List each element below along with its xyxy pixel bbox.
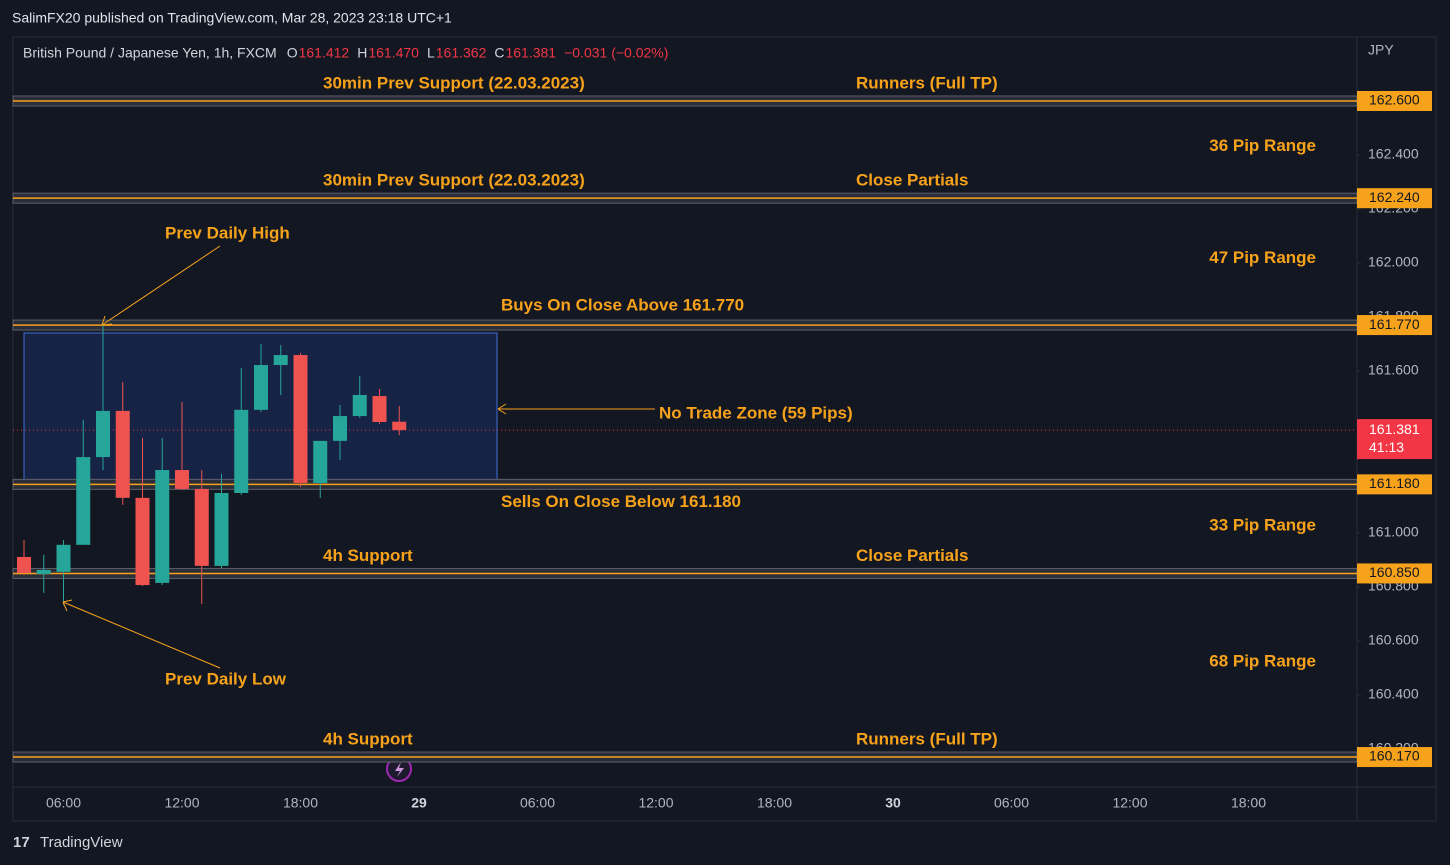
candle-body <box>175 470 189 489</box>
level-price-label: 161.770 <box>1369 316 1420 332</box>
y-tick-label: 161.600 <box>1368 362 1419 378</box>
ohlc-value: 161.381 <box>505 45 556 61</box>
ohlc-value: 161.470 <box>368 45 419 61</box>
range-label: 68 Pip Range <box>1209 652 1316 671</box>
candle-body <box>115 410 130 498</box>
x-tick-label: 18:00 <box>757 795 792 811</box>
level-price-label: 162.600 <box>1369 92 1420 108</box>
x-tick-label: 18:00 <box>283 795 318 811</box>
y-tick-label: 162.000 <box>1368 254 1419 270</box>
range-label: 47 Pip Range <box>1209 248 1316 267</box>
candle-body <box>254 365 268 410</box>
y-tick-label: 160.400 <box>1368 686 1419 702</box>
brand-logo: 17 <box>13 834 30 851</box>
level-right-text: Close Partials <box>856 171 968 190</box>
x-tick-label: 12:00 <box>1112 795 1147 811</box>
y-tick-label: 162.400 <box>1368 146 1419 162</box>
last-price-label: 161.381 <box>1369 421 1420 437</box>
level-price-label: 160.850 <box>1369 564 1420 580</box>
level-text: Buys On Close Above 161.770 <box>501 296 744 315</box>
level-text: Sells On Close Below 161.180 <box>501 492 741 511</box>
level-price-label: 160.170 <box>1369 748 1420 764</box>
ohlc-value: 161.412 <box>299 45 350 61</box>
symbol-title: British Pound / Japanese Yen, 1h, FXCM <box>23 45 277 61</box>
level-price-box <box>1357 563 1432 584</box>
level-price-box <box>1357 747 1432 768</box>
level-price-label: 162.240 <box>1369 189 1420 205</box>
arrow <box>62 599 221 669</box>
x-tick-label: 12:00 <box>164 795 199 811</box>
last-price-box <box>1357 419 1432 460</box>
x-tick-label: 06:00 <box>46 795 81 811</box>
candle-body <box>76 457 91 545</box>
x-tick-label: 06:00 <box>520 795 555 811</box>
candle-body <box>313 440 328 484</box>
candle-body <box>293 355 308 484</box>
change: −0.031 (−0.02%) <box>564 45 668 61</box>
level-price-box <box>1357 188 1432 209</box>
y-tick-label: 160.600 <box>1368 632 1419 648</box>
ohlc-key: O <box>287 45 298 61</box>
level-left-text: 30min Prev Support (22.03.2023) <box>323 171 585 190</box>
publisher: SalimFX20 published on TradingView.com, … <box>12 10 452 26</box>
brand: TradingView <box>40 834 123 851</box>
zone-label: No Trade Zone (59 Pips) <box>659 403 853 422</box>
level-left-text: 4h Support <box>323 730 413 749</box>
range-label: 36 Pip Range <box>1209 136 1316 155</box>
candle-body <box>17 556 31 573</box>
level-right-text: Runners (Full TP) <box>856 73 998 92</box>
candle-body <box>36 569 51 574</box>
arrow <box>497 403 655 415</box>
level-price-box <box>1357 90 1432 111</box>
level-price-box <box>1357 315 1432 336</box>
currency: JPY <box>1368 42 1394 58</box>
range-label: 33 Pip Range <box>1209 515 1316 534</box>
x-tick-label: 12:00 <box>638 795 673 811</box>
candle-body <box>392 421 407 431</box>
candle-body <box>214 492 229 566</box>
annotation: Prev Daily Low <box>165 669 287 688</box>
x-tick-label: 30 <box>885 795 901 811</box>
y-tick-label: 161.000 <box>1368 524 1419 540</box>
ohlc-value: 161.362 <box>436 45 487 61</box>
countdown: 41:13 <box>1369 439 1404 455</box>
candle-body <box>234 409 249 493</box>
level-right-text: Runners (Full TP) <box>856 730 998 749</box>
x-tick-label: 29 <box>411 795 427 811</box>
frame <box>12 36 1437 822</box>
x-tick-label: 18:00 <box>1231 795 1266 811</box>
level-price-box <box>1357 474 1432 495</box>
candle-body <box>194 488 209 566</box>
candle-body <box>333 416 347 441</box>
ohlc-key: L <box>427 45 435 61</box>
level-price-label: 161.180 <box>1369 475 1420 491</box>
arrow <box>101 245 221 326</box>
candle-body <box>352 394 367 417</box>
candle-body <box>372 396 387 422</box>
level-left-text: 30min Prev Support (22.03.2023) <box>323 73 585 92</box>
ohlc-key: C <box>494 45 504 61</box>
candle-body <box>96 410 110 458</box>
candle-body <box>273 355 288 366</box>
ohlc-key: H <box>357 45 367 61</box>
event-icon-bolt <box>395 762 404 777</box>
candle-body <box>56 544 71 572</box>
x-tick-label: 06:00 <box>994 795 1029 811</box>
level-left-text: 4h Support <box>323 546 413 565</box>
level-right-text: Close Partials <box>856 546 968 565</box>
candle-body <box>155 470 170 583</box>
candle-body <box>135 497 150 586</box>
annotation: Prev Daily High <box>165 223 290 242</box>
